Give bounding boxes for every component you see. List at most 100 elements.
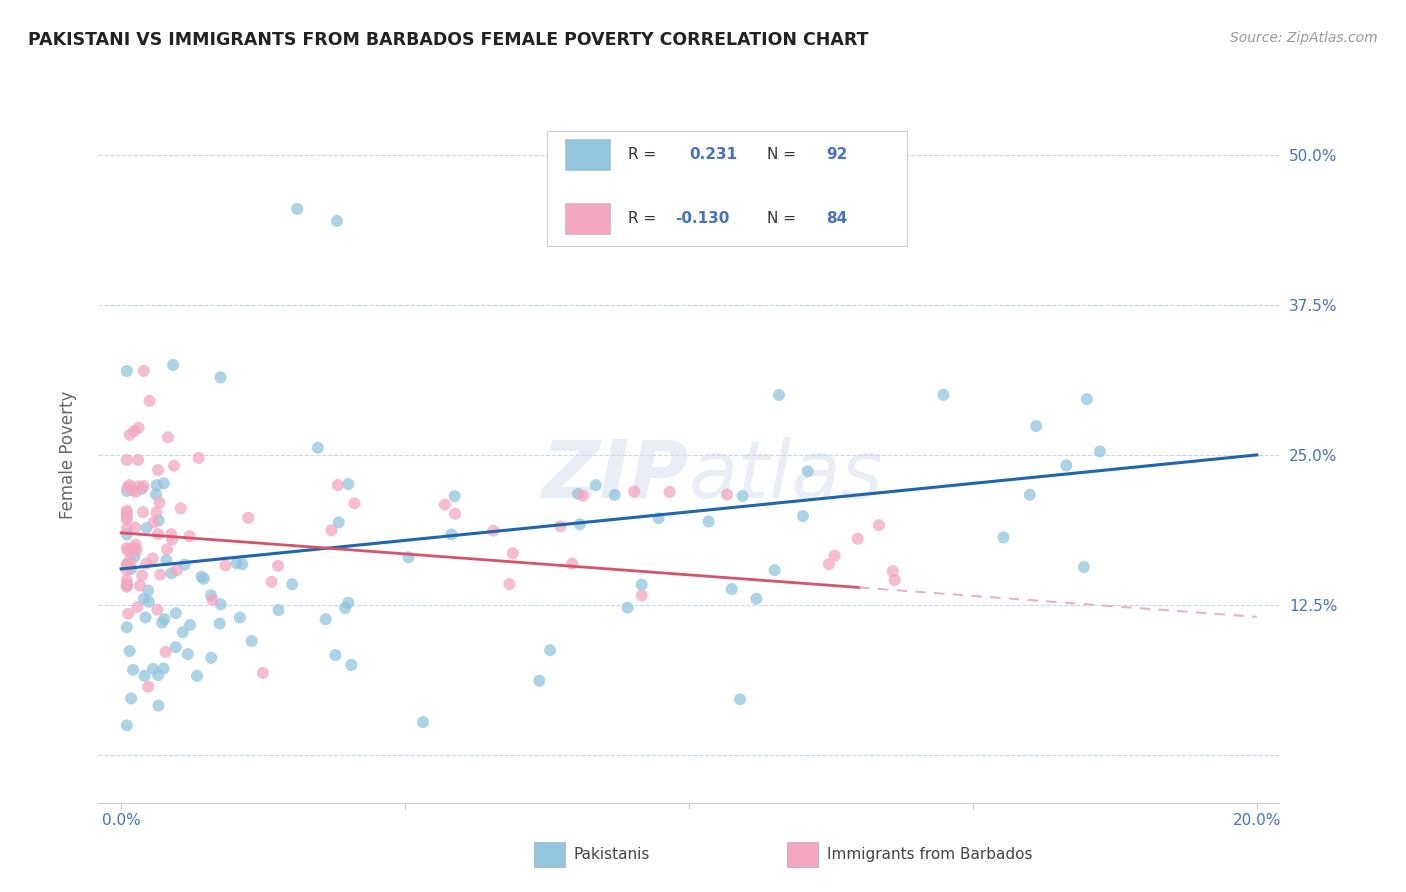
Point [132, 364, 155, 378]
Point [166, 563, 188, 577]
Point [134, 669, 156, 683]
Point [616, 600, 638, 615]
Point [117, 607, 139, 621]
Point [120, 562, 142, 576]
Point [1025, 419, 1047, 434]
Point [443, 489, 465, 503]
Point [145, 487, 167, 501]
Point [882, 564, 904, 578]
Point [201, 592, 224, 607]
Point [127, 453, 149, 467]
Point [115, 512, 138, 526]
Point [720, 582, 742, 596]
Point [267, 603, 290, 617]
Point [658, 485, 681, 500]
Point [179, 618, 201, 632]
Point [440, 527, 463, 541]
Point [142, 662, 165, 676]
Point [630, 577, 652, 591]
Y-axis label: Female Poverty: Female Poverty [59, 391, 77, 519]
Point [142, 516, 165, 530]
Point [993, 530, 1015, 544]
Point [179, 529, 201, 543]
Point [135, 521, 157, 535]
Point [846, 532, 869, 546]
Text: N =: N = [766, 211, 801, 226]
Point [124, 537, 146, 551]
Point [120, 541, 142, 556]
Point [115, 573, 138, 587]
Point [153, 476, 176, 491]
Point [209, 597, 232, 611]
Point [343, 496, 366, 510]
Point [567, 487, 589, 501]
Point [132, 591, 155, 606]
Point [124, 520, 146, 534]
Point [172, 625, 194, 640]
Point [120, 558, 142, 572]
Point [138, 393, 160, 408]
Point [550, 519, 572, 533]
Point [155, 645, 177, 659]
Text: atlas: atlas [689, 437, 884, 515]
Text: -0.130: -0.130 [675, 211, 730, 226]
Point [122, 663, 145, 677]
Point [150, 615, 173, 630]
Text: 84: 84 [825, 211, 848, 226]
Point [177, 647, 200, 661]
Point [115, 580, 138, 594]
Point [321, 523, 343, 537]
Point [186, 669, 208, 683]
Point [585, 478, 607, 492]
Point [152, 661, 174, 675]
Point [630, 589, 652, 603]
Point [173, 558, 195, 572]
Point [156, 430, 179, 444]
Point [115, 558, 138, 572]
Point [125, 484, 148, 499]
Point [337, 477, 360, 491]
Point [603, 488, 626, 502]
Point [115, 558, 138, 572]
Point [115, 718, 138, 732]
Point [1054, 458, 1077, 473]
Point [745, 591, 768, 606]
Point [115, 453, 138, 467]
Point [146, 668, 169, 682]
Point [160, 527, 183, 541]
Point [148, 514, 170, 528]
Point [145, 505, 167, 519]
Point [122, 424, 145, 438]
Point [231, 558, 253, 572]
Point [200, 588, 222, 602]
Point [716, 487, 738, 501]
Point [122, 483, 145, 498]
Point [561, 557, 583, 571]
Point [118, 427, 141, 442]
Point [412, 715, 434, 730]
Point [124, 549, 146, 564]
Point [162, 358, 184, 372]
Point [118, 478, 141, 492]
Point [728, 692, 751, 706]
Text: Source: ZipAtlas.com: Source: ZipAtlas.com [1230, 31, 1378, 45]
Point [444, 507, 467, 521]
Text: ZIP: ZIP [541, 437, 689, 515]
Point [170, 501, 193, 516]
Point [325, 648, 347, 662]
Point [115, 522, 138, 536]
Point [135, 557, 157, 571]
Point [132, 505, 155, 519]
Point [260, 574, 283, 589]
Point [117, 543, 139, 558]
Point [115, 509, 138, 524]
Point [134, 610, 156, 624]
Text: 0.231: 0.231 [689, 147, 737, 162]
Point [285, 202, 308, 216]
Point [482, 524, 505, 538]
Point [149, 495, 172, 509]
Point [238, 510, 260, 524]
Point [333, 601, 356, 615]
Point [731, 489, 754, 503]
Point [118, 553, 141, 567]
